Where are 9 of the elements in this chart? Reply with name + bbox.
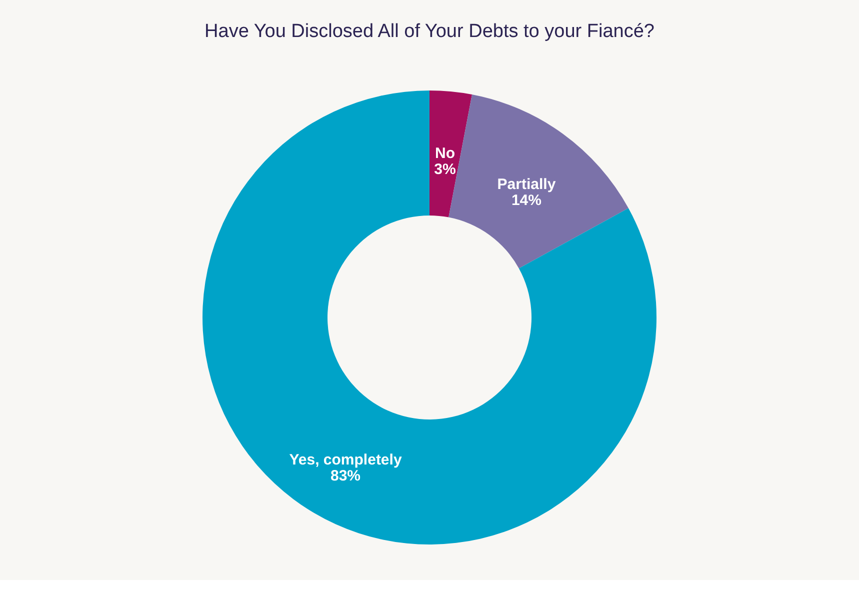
slice-label: Partially [497,176,556,194]
donut-slice [430,90,472,218]
data-label: 83% [330,468,361,485]
data-label: 3% [434,161,456,178]
donut-slice [202,90,656,544]
slice-label: Yes, completely [289,452,402,469]
data-label: 14% [511,192,542,210]
slice-label: No [435,145,456,162]
chart-title: Have You Disclosed All of Your Debts to your Fiancé? [204,21,654,42]
